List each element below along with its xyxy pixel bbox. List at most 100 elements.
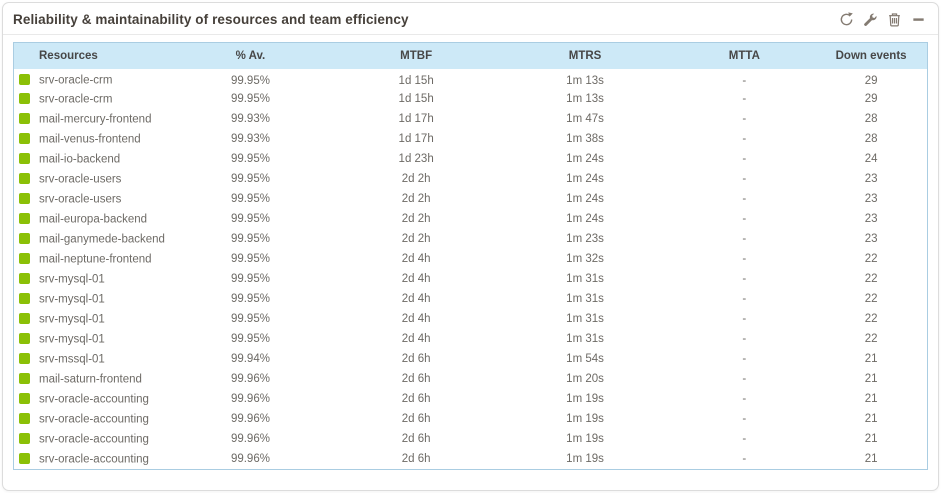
resource-cell: srv-oracle-users [14, 189, 169, 209]
column-header-resources: Resources [14, 43, 170, 69]
resource-name: srv-oracle-crm [39, 74, 113, 87]
mtbf-cell: 2d 2h [401, 193, 431, 205]
column-header-availability: % Av. [169, 43, 332, 69]
resource-name: mail-io-backend [39, 153, 121, 166]
widget-header: Reliability & maintainability of resourc… [3, 3, 938, 35]
resource-cell: srv-mysql-01 [14, 329, 169, 349]
resource-name: srv-oracle-accounting [39, 433, 149, 446]
mtbf-cell: 2d 6h [401, 353, 431, 365]
status-ok-icon [19, 212, 30, 224]
mtbf-cell: 2d 6h [401, 453, 431, 465]
mtbf-cell: 2d 4h [401, 333, 431, 345]
resource-name: srv-oracle-accounting [39, 413, 149, 426]
table-row: mail-venus-frontend 99.93% 1d 17h 1m 38s… [14, 129, 927, 149]
down-events-cell: 28 [864, 133, 878, 145]
mtta-cell: - [742, 293, 747, 305]
status-ok-icon [19, 272, 30, 284]
column-header-down-events: Down events [819, 43, 927, 69]
availability-cell: 99.96% [230, 373, 270, 385]
table-row: srv-oracle-accounting 99.96% 2d 6h 1m 19… [14, 429, 927, 449]
table-row: mail-europa-backend 99.95% 2d 2h 1m 24s … [14, 209, 927, 229]
down-events-cell: 23 [864, 233, 878, 245]
down-events-cell: 29 [864, 93, 878, 105]
resource-name: srv-mssql-01 [39, 353, 105, 366]
table-row: mail-saturn-frontend 99.96% 2d 6h 1m 20s… [14, 369, 927, 389]
mtta-cell: - [742, 333, 747, 345]
table-row: srv-mysql-01 99.95% 2d 4h 1m 31s - 22 [14, 329, 927, 349]
table-row: srv-mysql-01 99.95% 2d 4h 1m 31s - 22 [14, 269, 927, 289]
status-ok-icon [19, 192, 30, 204]
mtrs-cell: 1m 31s [566, 293, 604, 305]
mtta-cell: - [742, 153, 747, 165]
down-events-cell: 22 [864, 253, 878, 265]
mtbf-cell: 2d 6h [401, 413, 431, 425]
table-row: srv-oracle-crm 99.95% 1d 15h 1m 13s - 29 [14, 89, 927, 109]
status-ok-icon [19, 352, 30, 364]
availability-cell: 99.93% [230, 113, 270, 125]
mtta-cell: - [742, 453, 747, 465]
mtbf-cell: 2d 4h [401, 253, 431, 265]
widget-title: Reliability & maintainability of resourc… [13, 11, 409, 27]
resource-name: mail-venus-frontend [39, 133, 141, 146]
resource-name: mail-mercury-frontend [39, 113, 152, 126]
mtta-cell: - [742, 213, 747, 225]
mtta-cell: - [742, 74, 747, 87]
resource-cell: srv-oracle-accounting [14, 429, 169, 449]
mtrs-cell: 1m 23s [566, 233, 604, 245]
down-events-cell: 22 [864, 273, 878, 285]
status-ok-icon [19, 74, 30, 86]
availability-cell: 99.95% [230, 93, 270, 105]
resource-name: srv-mysql-01 [39, 293, 105, 306]
mtbf-cell: 1d 23h [398, 153, 434, 165]
table-row: srv-oracle-crm 99.95% 1d 15h 1m 13s - 29 [14, 69, 927, 89]
down-events-cell: 21 [864, 393, 878, 405]
mtta-cell: - [742, 133, 747, 145]
resource-cell: srv-oracle-users [14, 169, 169, 189]
mtrs-cell: 1m 38s [566, 133, 604, 145]
resource-name: srv-mysql-01 [39, 333, 105, 346]
mtbf-cell: 1d 15h [398, 93, 434, 105]
mtrs-cell: 1m 13s [566, 93, 604, 105]
down-events-cell: 21 [864, 413, 878, 425]
mtrs-cell: 1m 47s [566, 113, 604, 125]
table-row: srv-oracle-accounting 99.96% 2d 6h 1m 19… [14, 449, 927, 469]
mtrs-cell: 1m 19s [566, 433, 604, 445]
mtbf-cell: 2d 4h [401, 313, 431, 325]
down-events-cell: 22 [864, 333, 878, 345]
refresh-icon[interactable] [838, 11, 854, 27]
mtrs-cell: 1m 20s [566, 373, 604, 385]
resource-name: srv-mysql-01 [39, 273, 105, 286]
down-events-cell: 21 [864, 373, 878, 385]
mtta-cell: - [742, 353, 747, 365]
availability-cell: 99.95% [230, 273, 270, 285]
trash-icon[interactable] [886, 11, 902, 27]
resource-cell: mail-saturn-frontend [14, 369, 169, 389]
mtbf-cell: 1d 17h [398, 133, 434, 145]
table-body: srv-oracle-crm 99.95% 1d 15h 1m 13s - 29… [14, 69, 927, 469]
table-row: srv-oracle-accounting 99.96% 2d 6h 1m 19… [14, 389, 927, 409]
resource-name: srv-oracle-users [39, 193, 122, 206]
wrench-icon[interactable] [862, 11, 878, 27]
status-ok-icon [19, 312, 30, 324]
mtta-cell: - [742, 93, 747, 105]
down-events-cell: 29 [864, 74, 878, 87]
down-events-cell: 23 [864, 193, 878, 205]
status-ok-icon [19, 252, 30, 264]
availability-cell: 99.96% [230, 413, 270, 425]
availability-cell: 99.95% [230, 213, 270, 225]
status-ok-icon [19, 332, 30, 344]
mtta-cell: - [742, 373, 747, 385]
mtbf-cell: 2d 2h [401, 233, 431, 245]
mtta-cell: - [742, 313, 747, 325]
widget-toolbar [838, 11, 926, 27]
minus-icon[interactable] [910, 11, 926, 27]
resource-cell: mail-europa-backend [14, 209, 169, 229]
table-row: srv-oracle-users 99.95% 2d 2h 1m 24s - 2… [14, 189, 927, 209]
status-ok-icon [19, 92, 30, 104]
mtrs-cell: 1m 54s [566, 353, 604, 365]
availability-cell: 99.95% [230, 253, 270, 265]
mtrs-cell: 1m 31s [566, 273, 604, 285]
reliability-table-container: Resources % Av. MTBF MTRS MTTA Down even… [13, 42, 928, 470]
resource-cell: srv-oracle-accounting [14, 409, 169, 429]
